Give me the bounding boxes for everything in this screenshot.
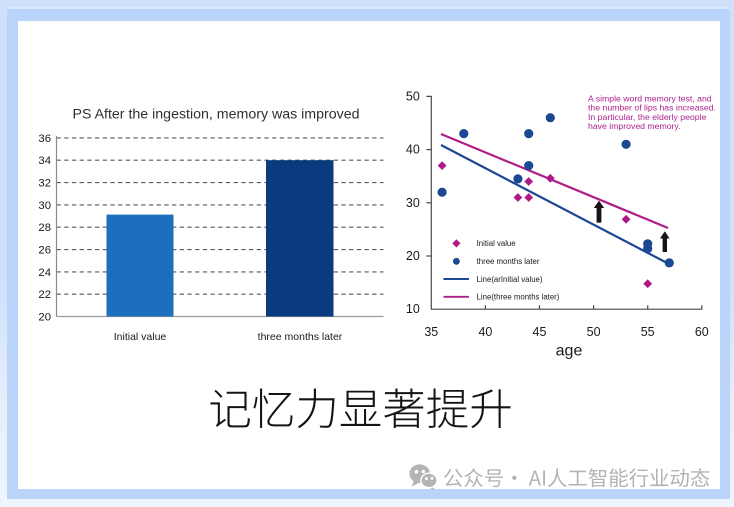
svg-text:40: 40 [478,325,492,339]
svg-text:45: 45 [533,325,547,339]
svg-text:three months later: three months later [477,257,540,266]
svg-text:the number of lips has increas: the number of lips has increased. [588,103,716,113]
svg-text:PS After the ingestion, memory: PS After the ingestion, memory was impro… [72,107,359,123]
svg-text:30: 30 [406,196,420,210]
svg-text:32: 32 [38,178,51,190]
svg-text:A simple word memory test, and: A simple word memory test, and [588,93,712,103]
svg-text:24: 24 [38,267,51,279]
svg-text:28: 28 [38,222,51,234]
svg-text:20: 20 [38,311,51,323]
svg-text:50: 50 [587,325,601,339]
svg-text:50: 50 [406,89,420,103]
svg-text:Initial value: Initial value [477,239,516,248]
svg-text:60: 60 [695,325,709,339]
svg-text:10: 10 [406,302,420,316]
svg-text:30: 30 [38,200,51,212]
svg-text:three months later: three months later [258,331,343,343]
svg-text:36: 36 [38,133,51,145]
svg-text:Line(three months later): Line(three months later) [477,293,560,302]
svg-text:Initial value: Initial value [114,331,167,343]
svg-text:26: 26 [38,245,51,257]
svg-text:55: 55 [641,325,655,339]
svg-text:34: 34 [38,155,51,167]
svg-text:In particular, the elderly peo: In particular, the elderly people [588,112,706,122]
svg-text:Line(arInitial value): Line(arInitial value) [477,275,543,284]
svg-text:20: 20 [406,249,420,263]
svg-text:35: 35 [424,325,438,339]
svg-text:22: 22 [38,289,51,301]
svg-text:40: 40 [406,143,420,157]
svg-text:have improved memory.: have improved memory. [588,121,681,131]
svg-text:age: age [556,343,583,360]
